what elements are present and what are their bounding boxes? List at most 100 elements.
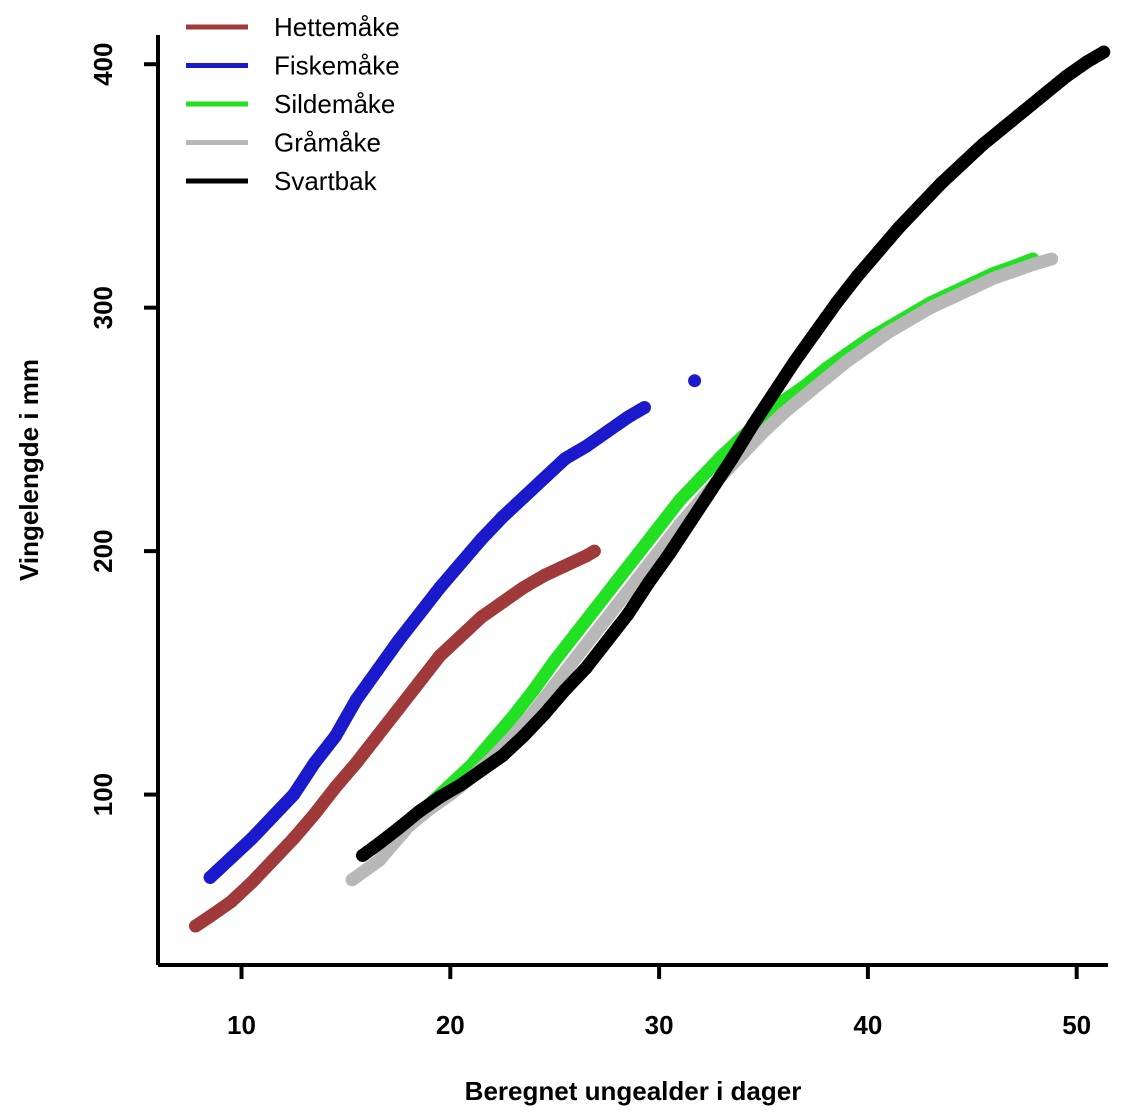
data-point <box>496 510 510 524</box>
data-point <box>454 629 468 643</box>
legend-label: Svartbak <box>274 166 378 196</box>
data-point <box>871 245 885 259</box>
data-point <box>642 576 656 590</box>
legend-item: Hettemåke <box>186 12 400 42</box>
data-point <box>1097 45 1111 59</box>
x-ticks: 10 20 30 40 50 <box>227 965 1091 1040</box>
data-point <box>1028 257 1042 271</box>
data-point <box>308 807 322 821</box>
data-point <box>673 493 687 507</box>
data-point <box>809 325 823 339</box>
data-point <box>349 693 363 707</box>
data-point <box>621 607 635 621</box>
data-point <box>746 418 760 432</box>
series-0 <box>189 544 601 933</box>
legend-label: Sildemåke <box>274 89 395 119</box>
data-point <box>454 556 468 570</box>
data-point <box>548 678 562 692</box>
data-point <box>370 729 384 743</box>
x-tick-label: 10 <box>227 1010 256 1040</box>
data-point <box>506 710 520 724</box>
data-point <box>345 873 359 887</box>
data-point <box>944 291 958 305</box>
data-point <box>412 805 426 819</box>
data-point <box>850 269 864 283</box>
data-point <box>266 853 280 867</box>
data-point <box>516 491 530 505</box>
data-point <box>224 851 238 865</box>
data-point <box>372 836 386 850</box>
data-point <box>913 198 927 212</box>
data-point <box>892 220 906 234</box>
data-point <box>391 702 405 716</box>
data-point <box>589 624 603 638</box>
data-point <box>558 683 572 697</box>
data-point <box>589 600 603 614</box>
data-point <box>328 729 342 743</box>
data-point <box>1017 103 1031 117</box>
data-point <box>756 425 770 439</box>
data-point <box>1038 86 1052 100</box>
data-point <box>558 559 572 573</box>
data-point <box>516 729 530 743</box>
legend-label: Fiskemåke <box>274 51 400 81</box>
data-point <box>308 756 322 770</box>
data-point <box>579 661 593 675</box>
x-tick-label: 40 <box>853 1010 882 1040</box>
data-point <box>372 853 386 867</box>
series-1 <box>203 374 702 884</box>
y-tick-label: 300 <box>88 286 118 329</box>
data-point <box>621 410 635 424</box>
axes <box>156 35 1108 967</box>
data-point <box>496 595 510 609</box>
data-point <box>475 532 489 546</box>
data-point <box>955 157 969 171</box>
data-point <box>412 676 426 690</box>
data-point <box>433 790 447 804</box>
data-point <box>725 452 739 466</box>
data-point <box>266 809 280 823</box>
legend-item: Svartbak <box>186 166 378 196</box>
data-point <box>203 870 217 884</box>
data-point <box>965 281 979 295</box>
data-point <box>600 425 614 439</box>
x-axis-title: Beregnet ungealder i dager <box>465 1076 802 1106</box>
data-point <box>637 400 651 414</box>
data-point <box>830 296 844 310</box>
data-point <box>189 919 203 933</box>
data-point <box>391 634 405 648</box>
data-point <box>245 875 259 889</box>
data-point <box>798 388 812 402</box>
legend-item: Fiskemåke <box>186 51 400 81</box>
y-ticks: 100 200 300 400 <box>88 43 158 816</box>
data-point <box>356 848 370 862</box>
data-point <box>537 568 551 582</box>
data-point <box>475 610 489 624</box>
y-tick-label: 400 <box>88 43 118 86</box>
data-point <box>986 271 1000 285</box>
series-layer <box>189 45 1111 933</box>
data-point <box>537 707 551 721</box>
data-point <box>579 439 593 453</box>
data-point <box>840 354 854 368</box>
legend: Hettemåke Fiskemåke Sildemåke Gråmåke Svartb… <box>186 12 400 196</box>
data-point <box>924 301 938 315</box>
x-tick-label: 20 <box>436 1010 465 1040</box>
data-point <box>548 654 562 668</box>
legend-item: Sildemåke <box>186 89 395 119</box>
x-tick-label: 30 <box>645 1010 674 1040</box>
data-point <box>861 340 875 354</box>
data-point <box>287 831 301 845</box>
data-point <box>1007 264 1021 278</box>
data-point <box>1080 55 1094 69</box>
data-point <box>224 895 238 909</box>
data-point <box>1045 252 1059 266</box>
data-point <box>688 374 702 388</box>
data-point <box>454 778 468 792</box>
data-point <box>631 547 645 561</box>
data-point <box>777 405 791 419</box>
data-point <box>903 313 917 327</box>
data-point <box>631 571 645 585</box>
legend-item: Gråmåke <box>186 128 381 158</box>
